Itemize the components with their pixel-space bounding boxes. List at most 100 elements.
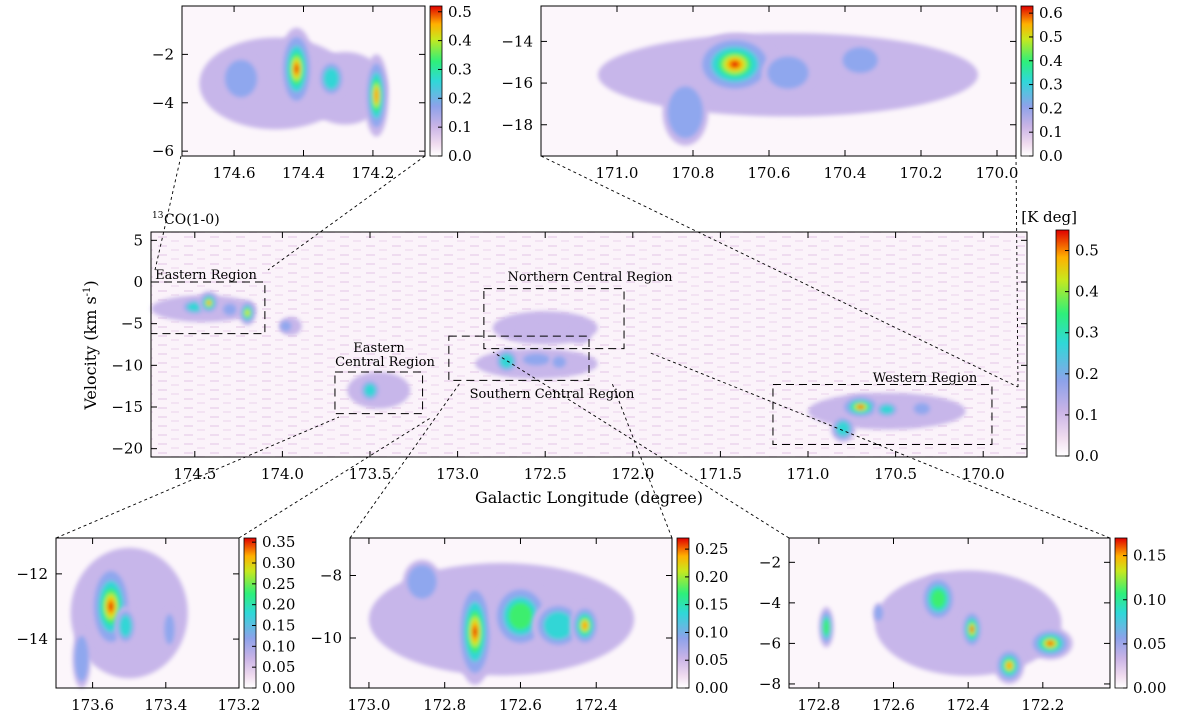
connector-line: [647, 351, 1111, 539]
inset-eastern-colorbar: [429, 5, 443, 157]
emission-clump: [238, 300, 257, 326]
emission-level: [552, 356, 567, 368]
x-tick-label: 170.2: [900, 164, 943, 182]
emission-clump: [693, 33, 777, 96]
connector-line: [611, 382, 673, 539]
connector-line: [267, 155, 426, 271]
y-tick-label: −18: [501, 116, 533, 134]
inset-eastern-central-colorbar-ticks: 0.00 0.05 0.10 0.15 0.20 0.25 0.30 0.35: [252, 533, 295, 697]
y-tick-label: −12: [16, 565, 48, 583]
colorbar-unit: [K deg]: [1021, 208, 1077, 226]
y-tick-label: −6: [759, 634, 781, 652]
inset-northern-central-colorbar: [1114, 537, 1128, 689]
y-tick-label: −2: [759, 553, 781, 571]
emission-level: [522, 353, 551, 366]
x-tick-label: 173.0: [347, 696, 390, 714]
colorbar-tick-label: 0.6: [1039, 4, 1063, 22]
emission-level: [730, 61, 739, 68]
emission-clump: [72, 629, 91, 688]
svg-text:Velocity (km s-1): Velocity (km s-1): [81, 280, 100, 410]
inset-eastern-axes: 174.6 174.4 174.2 −2 −4 −6: [152, 6, 425, 182]
colorbar-tick-label: 0.15: [695, 596, 728, 614]
x-tick-label: 171.0: [787, 465, 830, 483]
label-western-region: Western Region: [873, 371, 978, 386]
emission-clump: [872, 602, 885, 624]
inset-southern-central-axes: 173.0 172.8 172.6 172.4 −8 −10: [310, 538, 672, 714]
colorbar-tick-label: 0.15: [1133, 547, 1166, 565]
emission-level: [164, 614, 175, 645]
connector-line: [540, 155, 1019, 388]
colorbar-tick-label: 0.2: [1075, 365, 1099, 383]
emission-level: [508, 602, 533, 630]
region-box: [772, 384, 993, 445]
colorbar-tick-label: 0.10: [695, 623, 728, 641]
colorbar-tick-label: 0.00: [262, 679, 295, 697]
emission-level: [374, 88, 379, 103]
colorbar-tick-label: 0.25: [262, 575, 295, 593]
emission-level: [543, 611, 574, 640]
main-colorbar-ticks: 0.0 0.1 0.2 0.3 0.4 0.5: [1065, 242, 1099, 465]
y-tick-label: −20: [111, 440, 143, 458]
emission-clump: [456, 578, 494, 685]
emission-level: [823, 619, 830, 636]
emission-clump: [518, 324, 537, 340]
y-tick-label: −8: [320, 567, 342, 585]
x-tick-label: 170.5: [874, 465, 917, 483]
y-tick-label: −14: [16, 630, 48, 648]
colorbar-tick-label: 0.00: [1133, 679, 1166, 697]
main-y-axis-label: Velocity (km s-1): [81, 280, 100, 410]
colorbar-tick-label: 0.0: [448, 147, 472, 165]
emission-level: [224, 59, 258, 98]
emission-clump: [317, 59, 346, 98]
inset-western-emission: [598, 33, 978, 146]
colorbar-tick-label: 0.15: [262, 617, 295, 635]
emission-clump: [550, 354, 568, 370]
label-southern-central-region: Southern Central Region: [470, 387, 635, 402]
emission-level: [913, 402, 931, 415]
colorbar-tick-label: 0.4: [1039, 52, 1063, 70]
x-tick-label: 173.0: [436, 465, 479, 483]
main-x-axis-label: Galactic Longitude (degree): [475, 488, 703, 507]
colorbar-tick-label: 0.35: [262, 533, 295, 551]
emission-level: [407, 564, 437, 599]
x-tick-label: 172.6: [872, 696, 915, 714]
x-tick-label: 174.4: [282, 164, 325, 182]
colorbar-tick-label: 0.05: [262, 658, 295, 676]
x-tick-label: 172.6: [499, 696, 542, 714]
x-tick-label: 170.0: [962, 465, 1005, 483]
colorbar-tick-label: 0.1: [1039, 123, 1063, 141]
emission-clump: [839, 394, 882, 420]
colorbar-tick-label: 0.0: [1075, 447, 1099, 465]
colorbar-tick-label: 0.1: [448, 118, 472, 136]
inset-southern-central-emission: [368, 559, 635, 685]
emission-clump: [830, 415, 856, 442]
colorbar-tick-label: 0.0: [1039, 147, 1063, 165]
x-tick-label: 174.2: [351, 164, 394, 182]
emission-level: [1048, 641, 1053, 646]
x-tick-label: 172.0: [611, 465, 654, 483]
colorbar-tick-label: 0.05: [1133, 635, 1166, 653]
y-tick-label: 0: [133, 273, 143, 291]
emission-clump: [569, 603, 601, 648]
main-plot-frame: [150, 231, 1028, 458]
zoom-connector-lines: [55, 155, 1111, 539]
emission-clump: [818, 606, 834, 648]
y-tick-label: −4: [152, 94, 174, 112]
emission-clump: [837, 43, 883, 77]
inset-eastern-central-frame: [55, 537, 240, 689]
emission-level: [364, 383, 376, 397]
emission-level: [323, 67, 340, 90]
main-y-axis-label-close: ): [81, 280, 100, 286]
main-axes: 174.5 174.0 173.5 173.0 172.5 172.0 171.5 171.0…: [111, 231, 1027, 483]
x-tick-label: 172.5: [524, 465, 567, 483]
emission-clump: [221, 302, 239, 317]
emission-clump: [531, 600, 585, 651]
emission-clump: [960, 608, 984, 650]
main-title: CO(1-0): [164, 212, 220, 228]
inset-eastern-central-axes: 173.6 173.4 173.2 −12 −14: [16, 538, 260, 714]
emission-level: [842, 47, 878, 74]
x-tick-label: 170.0: [976, 164, 1019, 182]
x-tick-label: 170.8: [672, 164, 715, 182]
x-tick-label: 173.6: [71, 696, 114, 714]
